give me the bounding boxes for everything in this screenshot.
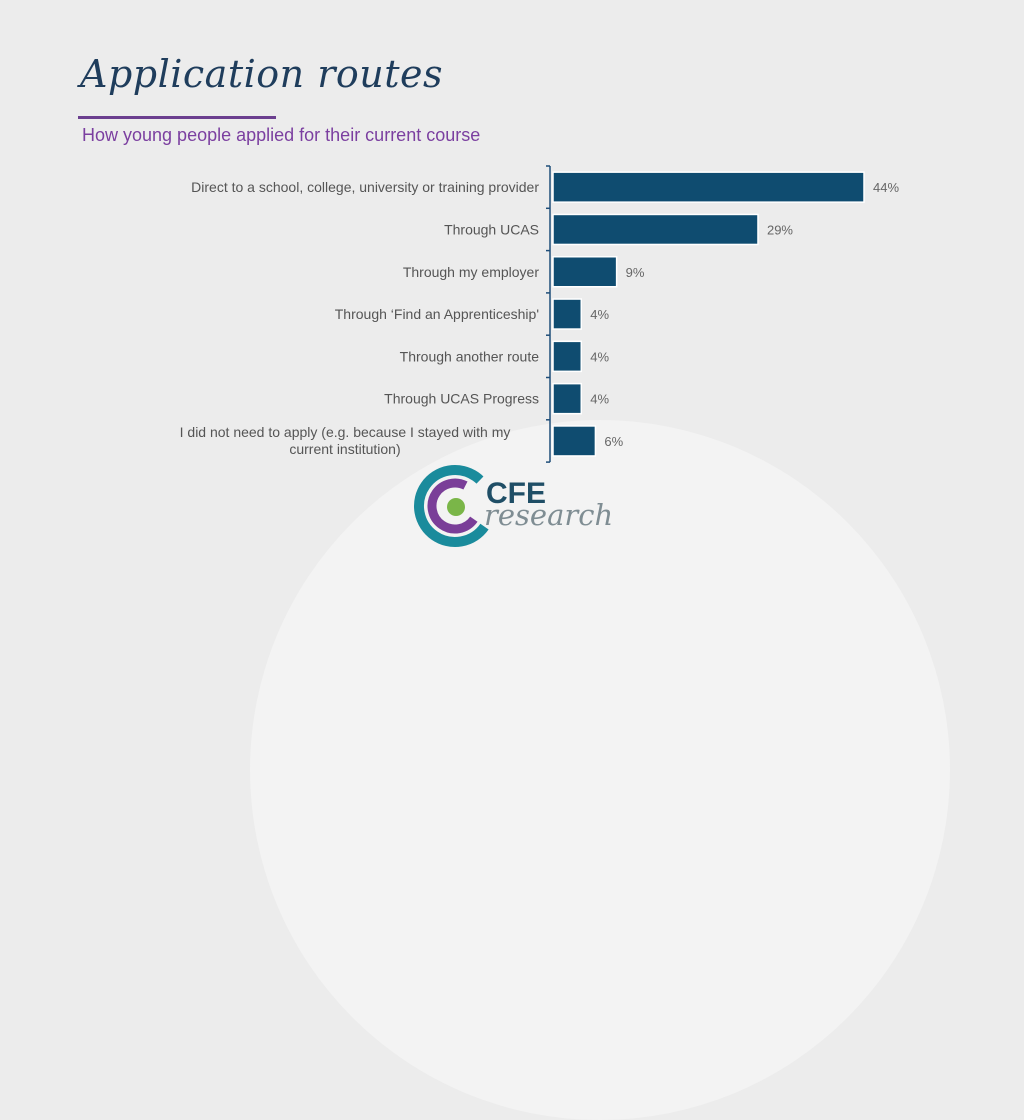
bar bbox=[552, 298, 583, 330]
logo-word-cfe: CFE bbox=[486, 477, 546, 510]
bar bbox=[552, 213, 759, 246]
bar bbox=[552, 256, 618, 288]
bar-value-label: 6% bbox=[604, 434, 623, 449]
category-label: Through my employer bbox=[403, 264, 540, 280]
bar-value-label: 29% bbox=[767, 222, 793, 237]
category-label: Through UCAS bbox=[444, 221, 539, 237]
bar-value-label: 4% bbox=[590, 349, 609, 364]
page-title: Application routes bbox=[80, 52, 443, 96]
bar-value-label: 44% bbox=[873, 180, 899, 195]
category-label: Through another route bbox=[400, 348, 540, 364]
logo-inner-ring bbox=[427, 478, 483, 534]
category-label: Direct to a school, college, university … bbox=[191, 179, 539, 195]
bar-value-label: 4% bbox=[590, 307, 609, 322]
category-label: I did not need to apply (e.g. because I … bbox=[180, 424, 511, 457]
bar bbox=[552, 171, 865, 203]
category-label: Through UCAS Progress bbox=[384, 391, 539, 407]
bar-value-label: 9% bbox=[626, 265, 645, 280]
bar-value-label: 4% bbox=[590, 392, 609, 407]
bar bbox=[552, 425, 597, 457]
title-underline bbox=[78, 116, 276, 119]
category-label: Through ‘Find an Apprenticeship' bbox=[335, 306, 539, 322]
bar bbox=[552, 340, 583, 373]
page-subtitle: How young people applied for their curre… bbox=[82, 125, 481, 145]
logo-word-research: research bbox=[484, 498, 612, 532]
cfe-research-logo: CFE research bbox=[414, 465, 612, 547]
bar-chart: 44% Direct to a school, college, universi… bbox=[180, 165, 899, 463]
bar bbox=[552, 382, 583, 415]
logo-center-dot bbox=[447, 498, 465, 516]
